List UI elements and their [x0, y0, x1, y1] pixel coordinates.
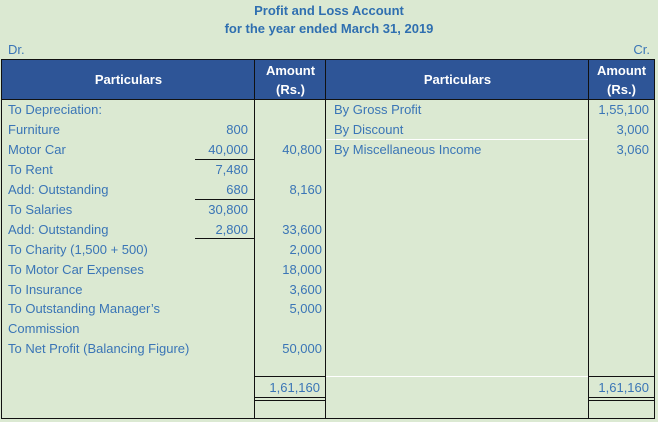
header-amount-debit-line2: (Rs.) [276, 81, 305, 97]
header-amount-credit-line1: Amount [596, 62, 647, 78]
profit-loss-table: Particulars Amount (Rs.) Particulars Amo… [1, 59, 655, 419]
debit-row-label: To Insurance [8, 282, 83, 297]
account-subtitle: for the year ended March 31, 2019 [224, 21, 434, 36]
debit-row-label: To Charity (1,500 + 500) [8, 242, 148, 257]
debit-row-label: To Motor Car Expenses [8, 262, 144, 277]
subtotal-line [195, 159, 254, 160]
total-double-line [588, 400, 654, 401]
debit-amount: 5,000 [289, 301, 322, 316]
debit-amount: 3,600 [289, 282, 322, 297]
debit-row-label: To Depreciation: [8, 102, 102, 117]
total-double-line [254, 400, 326, 401]
header-particulars-debit: Particulars [94, 72, 163, 87]
debit-amount: 18,000 [282, 262, 322, 277]
debit-row-label: To Net Profit (Balancing Figure) [8, 341, 190, 356]
debit-amount: 33,600 [282, 222, 322, 237]
subtotal-line [195, 238, 254, 239]
debit-row-label: To Rent [8, 162, 53, 177]
credit-amount: 1,55,100 [598, 102, 649, 117]
debit-amount: 2,000 [289, 242, 322, 257]
debit-amount: 50,000 [282, 341, 322, 356]
credit-amount: 3,060 [616, 142, 649, 157]
credit-row-label: By Discount [334, 122, 404, 137]
total-double-line [588, 397, 654, 398]
column-divider [254, 60, 255, 418]
header-amount-credit: Amount (Rs.) [589, 60, 654, 99]
subtotal-line [195, 199, 254, 200]
debit-row-label: Commission [8, 321, 80, 336]
debit-row-label: Motor Car [8, 142, 66, 157]
debit-inner-amount: 800 [226, 122, 248, 137]
debit-row-label: Add: Outstanding [8, 182, 109, 197]
debit-row-label: Furniture [8, 122, 61, 137]
debit-label: Dr. [8, 42, 25, 57]
total-top-line [254, 376, 326, 377]
debit-row-label: To Outstanding Manager’s [8, 301, 161, 316]
credit-amount: 3,000 [616, 122, 649, 137]
column-divider [325, 60, 326, 418]
column-divider [588, 60, 589, 418]
total-top-line [588, 376, 654, 377]
table-header: Particulars Amount (Rs.) Particulars Amo… [2, 60, 654, 100]
debit-row-label: Add: Outstanding [8, 222, 109, 237]
credit-row-label: By Gross Profit [334, 102, 422, 117]
total-double-line [254, 397, 326, 398]
header-particulars-credit: Particulars [423, 72, 492, 87]
debit-inner-amount: 7,480 [215, 162, 248, 177]
debit-inner-amount: 40,000 [208, 142, 248, 157]
cell-gridline [326, 139, 588, 140]
header-amount-debit: Amount (Rs.) [255, 60, 326, 99]
debit-inner-amount: 680 [226, 182, 248, 197]
debit-total: 1,61,160 [269, 380, 320, 395]
cell-gridline [326, 376, 588, 377]
credit-label: Cr. [633, 42, 650, 57]
debit-row-label: To Salaries [8, 202, 73, 217]
debit-inner-amount: 2,800 [215, 222, 248, 237]
debit-amount: 8,160 [289, 182, 322, 197]
debit-amount: 40,800 [282, 142, 322, 157]
account-title: Profit and Loss Account [254, 3, 404, 18]
header-amount-credit-line2: (Rs.) [607, 81, 636, 97]
credit-total: 1,61,160 [598, 380, 649, 395]
header-amount-debit-line1: Amount [265, 62, 316, 78]
debit-inner-amount: 30,800 [208, 202, 248, 217]
credit-row-label: By Miscellaneous Income [334, 142, 482, 157]
